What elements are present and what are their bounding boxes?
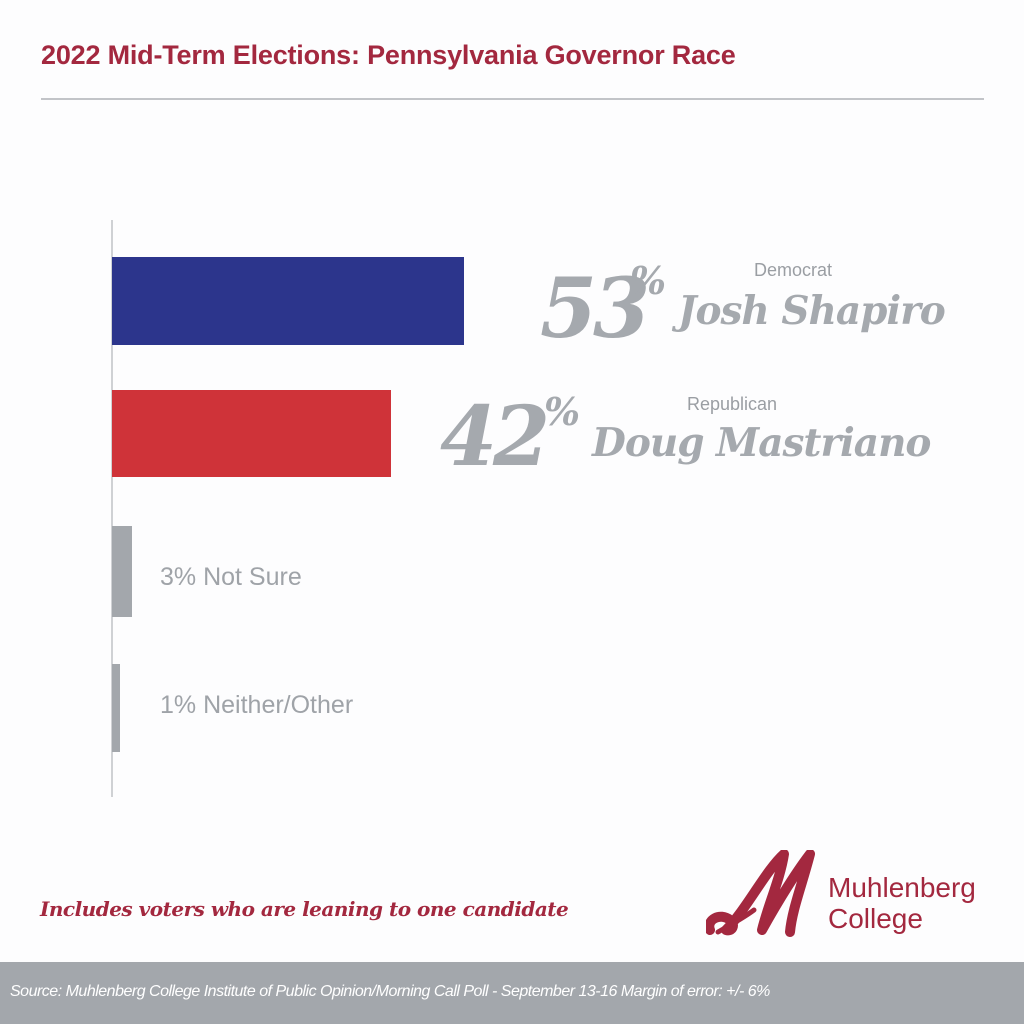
title-divider: [41, 98, 984, 100]
shapiro-name: Josh Shapiro: [678, 288, 946, 334]
bar-shapiro: [112, 257, 464, 345]
source-text: Source: Muhlenberg College Institute of …: [10, 983, 770, 1000]
bar-mastriano: [112, 390, 391, 477]
neither-other-label: 1% Neither/Other: [160, 691, 354, 719]
not-sure-label: 3% Not Sure: [160, 563, 302, 591]
shapiro-percent: 53: [540, 261, 650, 357]
leaners-note: Includes voters who are leaning to one c…: [40, 897, 569, 921]
script-m-logo-icon: [706, 850, 815, 937]
shapiro-party: Democrat: [754, 260, 833, 280]
chart-title: 2022 Mid-Term Elections: Pennsylvania Go…: [41, 40, 736, 70]
y-axis-line: [111, 220, 113, 797]
bar-neither-other: [112, 664, 120, 752]
logo-text-line1: Muhlenberg: [828, 872, 976, 903]
mastriano-percent: 42: [440, 389, 550, 485]
logo-text-line2: College: [828, 903, 923, 934]
muhlenberg-logo: Muhlenberg College: [706, 850, 1006, 940]
mastriano-name: Doug Mastriano: [592, 420, 931, 466]
shapiro-percent-sign: %: [630, 258, 667, 303]
mastriano-party: Republican: [687, 394, 778, 414]
bar-not-sure: [112, 526, 132, 617]
source-footer: Source: Muhlenberg College Institute of …: [0, 962, 1024, 1024]
mastriano-percent-sign: %: [544, 389, 581, 434]
